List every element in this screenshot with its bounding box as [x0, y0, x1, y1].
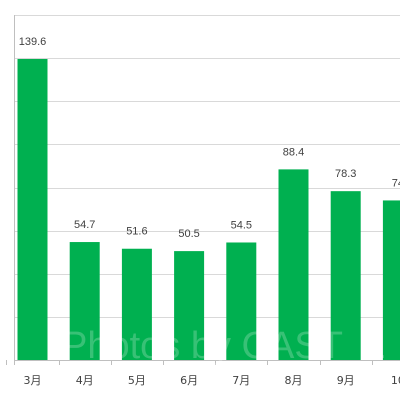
- data-labels: 139.6 54.7 51.6 50.5 54.5 88.4 78.3 74: [19, 36, 400, 240]
- x-tick-label: 9月: [337, 374, 355, 387]
- x-tick-label: 5月: [128, 374, 146, 387]
- bar: [121, 248, 152, 360]
- bar: [278, 169, 309, 360]
- data-label: 54.5: [231, 219, 252, 231]
- x-tick-label: 8月: [285, 374, 303, 387]
- bar: [226, 242, 257, 360]
- data-label: 139.6: [19, 36, 47, 48]
- bar: [69, 242, 100, 360]
- x-tick-label: 3月: [24, 374, 42, 387]
- bar: [330, 191, 361, 360]
- data-label: 54.7: [74, 219, 95, 231]
- bar: [174, 251, 205, 360]
- data-label: 50.5: [178, 228, 199, 240]
- data-label: 74: [392, 177, 400, 189]
- bars: [17, 58, 400, 361]
- x-tick-label: 4月: [76, 374, 94, 387]
- data-label: 78.3: [335, 168, 356, 180]
- watermark-text: Photos by CAST_L: [62, 325, 385, 367]
- bar: [17, 58, 48, 361]
- data-label: 51.6: [126, 226, 147, 238]
- x-tick-label: 6月: [180, 374, 198, 387]
- data-label: 88.4: [283, 146, 304, 158]
- axes: [6, 15, 400, 365]
- bar: [382, 200, 400, 360]
- x-tick-labels: 3月 4月 5月 6月 7月 8月 9月 10: [24, 374, 400, 387]
- x-tick-label: 10: [391, 374, 400, 387]
- x-tick-label: 7月: [232, 374, 250, 387]
